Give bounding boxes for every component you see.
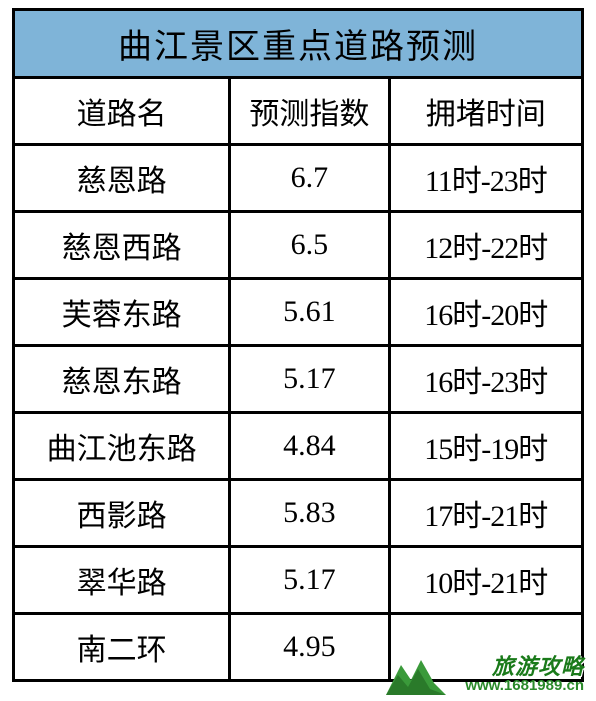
cell-index: 5.17 bbox=[230, 346, 389, 413]
table-title: 曲江景区重点道路预测 bbox=[14, 10, 583, 78]
cell-index: 4.95 bbox=[230, 614, 389, 681]
cell-time: 16时-23时 bbox=[389, 346, 582, 413]
col-index: 预测指数 bbox=[230, 78, 389, 145]
road-forecast-table-wrap: 曲江景区重点道路预测 道路名 预测指数 拥堵时间 慈恩路 6.7 11时-23时… bbox=[0, 0, 596, 690]
cell-time: 15时-19时 bbox=[389, 413, 582, 480]
cell-time: 17时-21时 bbox=[389, 480, 582, 547]
table-row: 西影路 5.83 17时-21时 bbox=[14, 480, 583, 547]
table-row: 曲江池东路 4.84 15时-19时 bbox=[14, 413, 583, 480]
table-row: 慈恩西路 6.5 12时-22时 bbox=[14, 212, 583, 279]
cell-time: 12时-22时 bbox=[389, 212, 582, 279]
cell-time: 10时-21时 bbox=[389, 547, 582, 614]
cell-index: 4.84 bbox=[230, 413, 389, 480]
table-row: 慈恩东路 5.17 16时-23时 bbox=[14, 346, 583, 413]
cell-road: 慈恩西路 bbox=[14, 212, 230, 279]
cell-road: 曲江池东路 bbox=[14, 413, 230, 480]
cell-road: 南二环 bbox=[14, 614, 230, 681]
header-row: 道路名 预测指数 拥堵时间 bbox=[14, 78, 583, 145]
cell-index: 6.7 bbox=[230, 145, 389, 212]
cell-index: 5.17 bbox=[230, 547, 389, 614]
cell-road: 西影路 bbox=[14, 480, 230, 547]
col-time: 拥堵时间 bbox=[389, 78, 582, 145]
cell-time: 16时-20时 bbox=[389, 279, 582, 346]
table-row: 芙蓉东路 5.61 16时-20时 bbox=[14, 279, 583, 346]
cell-road: 芙蓉东路 bbox=[14, 279, 230, 346]
col-road: 道路名 bbox=[14, 78, 230, 145]
table-row: 翠华路 5.17 10时-21时 bbox=[14, 547, 583, 614]
table-row: 南二环 4.95 bbox=[14, 614, 583, 681]
cell-road: 慈恩东路 bbox=[14, 346, 230, 413]
watermark-mountain-icon bbox=[386, 655, 446, 695]
title-row: 曲江景区重点道路预测 bbox=[14, 10, 583, 78]
cell-index: 5.83 bbox=[230, 480, 389, 547]
table-row: 慈恩路 6.7 11时-23时 bbox=[14, 145, 583, 212]
cell-index: 6.5 bbox=[230, 212, 389, 279]
cell-time: 11时-23时 bbox=[389, 145, 582, 212]
cell-road: 翠华路 bbox=[14, 547, 230, 614]
cell-road: 慈恩路 bbox=[14, 145, 230, 212]
road-forecast-table: 曲江景区重点道路预测 道路名 预测指数 拥堵时间 慈恩路 6.7 11时-23时… bbox=[12, 8, 584, 682]
cell-index: 5.61 bbox=[230, 279, 389, 346]
